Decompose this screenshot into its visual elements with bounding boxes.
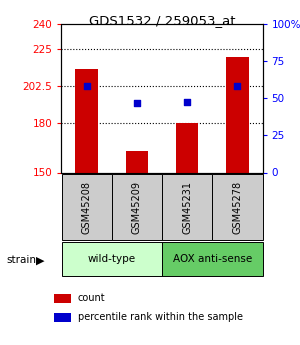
- Text: ▶: ▶: [36, 256, 45, 265]
- Bar: [75, 69, 98, 172]
- Text: count: count: [78, 294, 106, 303]
- FancyBboxPatch shape: [61, 174, 112, 240]
- Text: GSM45208: GSM45208: [82, 180, 92, 234]
- Point: [134, 100, 139, 106]
- Text: strain: strain: [6, 256, 36, 265]
- Text: GDS1532 / 259053_at: GDS1532 / 259053_at: [89, 14, 235, 27]
- Text: GSM45278: GSM45278: [232, 180, 242, 234]
- Bar: [126, 151, 148, 172]
- Point: [185, 99, 190, 105]
- Bar: [176, 123, 198, 172]
- Text: GSM45209: GSM45209: [132, 180, 142, 234]
- Text: wild-type: wild-type: [88, 254, 136, 264]
- Point: [84, 83, 89, 89]
- FancyBboxPatch shape: [162, 241, 262, 276]
- Text: GSM45231: GSM45231: [182, 180, 192, 234]
- FancyBboxPatch shape: [61, 241, 162, 276]
- FancyBboxPatch shape: [162, 174, 212, 240]
- FancyBboxPatch shape: [212, 174, 262, 240]
- FancyBboxPatch shape: [112, 174, 162, 240]
- Point: [235, 83, 240, 89]
- Text: percentile rank within the sample: percentile rank within the sample: [78, 313, 243, 322]
- Bar: [226, 57, 249, 172]
- Text: AOX anti-sense: AOX anti-sense: [172, 254, 252, 264]
